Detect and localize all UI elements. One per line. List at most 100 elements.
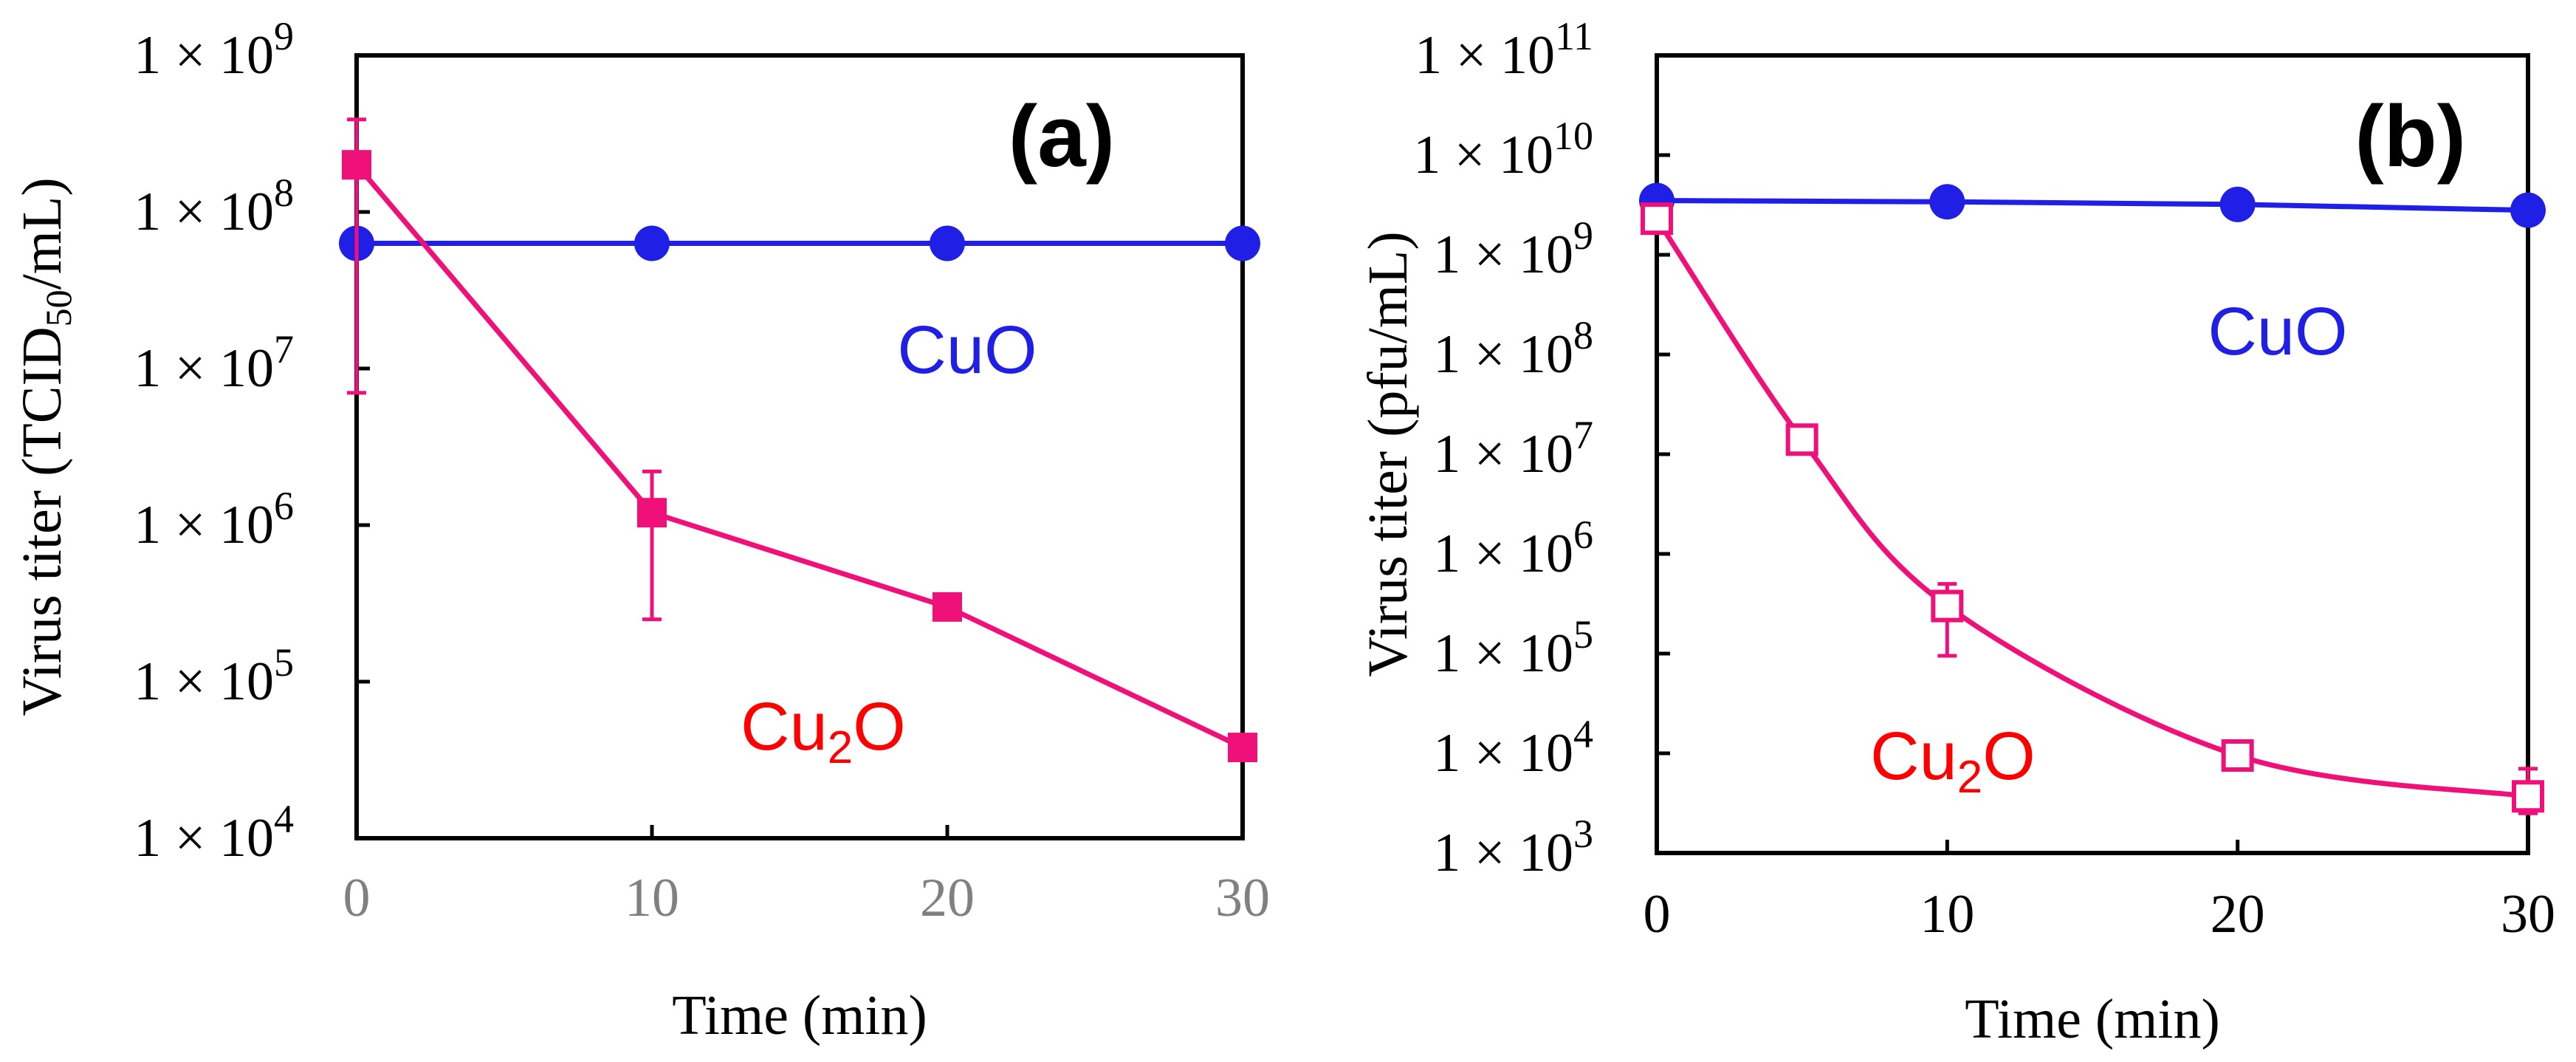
y-tick-label-base: 1 × 10	[1433, 424, 1573, 484]
panel-b-cu2o-label-sub: 2	[1957, 752, 1982, 803]
panel-a-label: (a)	[1009, 88, 1115, 185]
series-line-cu2o	[354, 162, 1244, 750]
x-tick-label: 0	[343, 868, 371, 928]
y-tick-label-base: 1 × 10	[1433, 623, 1573, 684]
panel-b-ylabel-main: Virus titer (pfu/mL)	[1357, 231, 1419, 676]
y-tick-label: 1 × 109	[134, 14, 294, 86]
panel-a-cuo-label-main: CuO	[897, 312, 1037, 388]
panel-a-series-label-cu2o: Cu2O	[741, 689, 906, 773]
y-tick-label-base: 1 × 10	[1433, 723, 1573, 784]
x-tick-label: 0	[1644, 884, 1671, 945]
y-tick-label-exponent: 9	[1573, 213, 1593, 258]
y-tick-label-exponent: 4	[1573, 712, 1593, 756]
panel-b-cuo-label-main: CuO	[2208, 294, 2347, 369]
data-point-cu2o	[2221, 739, 2254, 772]
data-point-cu2o	[1931, 589, 1964, 623]
y-tick-label-exponent: 3	[1573, 812, 1593, 856]
data-point-cuo	[2219, 186, 2256, 222]
data-point-cu2o	[1641, 202, 1673, 236]
y-tick-label-base: 1 × 10	[1433, 225, 1573, 285]
y-tick-label-base: 1 × 10	[1433, 324, 1573, 385]
data-point-cu2o	[2512, 780, 2544, 813]
panel-a-cu2o-label-sub: 2	[828, 722, 853, 773]
y-tick-label: 1 × 108	[134, 171, 294, 242]
y-tick-label-base: 1 × 10	[134, 182, 274, 242]
y-tick-label: 1 × 108	[1433, 313, 1593, 385]
data-point-cu2o	[1228, 733, 1257, 763]
y-tick-label: 1 × 107	[1433, 413, 1593, 484]
data-point-cuo	[2510, 192, 2546, 228]
panel-b-y-axis-title: Virus titer (pfu/mL)	[1357, 231, 1419, 676]
data-point-cuo	[1929, 184, 1965, 220]
y-tick-label-exponent: 8	[274, 171, 294, 215]
y-tick-label: 1 × 103	[1433, 812, 1593, 883]
panel-a-x-axis: 0 10 20 30	[343, 825, 1270, 928]
y-tick-label-exponent: 8	[1573, 313, 1593, 357]
data-point-cu2o	[932, 592, 962, 622]
y-tick-label-base: 1 × 10	[1415, 25, 1555, 86]
y-tick-label-base: 1 × 10	[134, 651, 274, 712]
panel-b-label: (b)	[2355, 88, 2466, 185]
panel-a-series	[339, 117, 1260, 763]
panel-b-x-axis: 0 10 20 30	[1644, 840, 2555, 945]
x-tick-label: 20	[920, 868, 975, 928]
y-tick-label: 1 × 104	[1433, 712, 1593, 784]
y-tick-label-exponent: 5	[1573, 612, 1593, 657]
y-tick-label-base: 1 × 10	[1413, 125, 1553, 185]
panel-b-series	[1639, 182, 2546, 815]
panel-a-ylabel-sub: 50	[38, 290, 79, 326]
y-tick-label-base: 1 × 10	[1433, 524, 1573, 584]
y-tick-label: 1 × 105	[134, 640, 294, 712]
y-tick-label: 1 × 106	[1433, 513, 1593, 584]
y-tick-label: 1 × 105	[1433, 612, 1593, 684]
y-tick-label-base: 1 × 10	[1433, 823, 1573, 883]
data-point-cuo	[1225, 225, 1260, 261]
y-tick-label: 1 × 1011	[1415, 14, 1593, 86]
data-point-cuo	[930, 225, 965, 261]
y-tick-label-exponent: 9	[274, 14, 294, 58]
y-tick-label: 1 × 104	[134, 797, 294, 869]
panel-b-cu2o-label-main: Cu	[1870, 719, 1957, 794]
y-tick-label-base: 1 × 10	[134, 808, 274, 869]
x-tick-label: 10	[625, 868, 679, 928]
y-tick-label-base: 1 × 10	[134, 338, 274, 399]
y-tick-label: 1 × 107	[134, 327, 294, 399]
y-tick-label-exponent: 6	[1573, 513, 1593, 557]
panel-b-x-axis-title: Time (min)	[1965, 988, 2220, 1050]
panel-a-ylabel-main: Virus titer (TCID	[11, 326, 73, 716]
x-tick-label: 20	[2211, 884, 2265, 945]
panel-b-series-label-cuo: CuO	[2208, 294, 2347, 369]
series-line-cu2o	[1655, 217, 2529, 799]
panel-a-series-label-cuo: CuO	[897, 312, 1037, 388]
data-point-cu2o	[342, 150, 371, 180]
data-point-cu2o	[637, 498, 667, 528]
y-tick-label: 1 × 109	[1433, 213, 1593, 285]
panel-a-cu2o-label-main: Cu	[741, 689, 828, 764]
y-tick-label-base: 1 × 10	[134, 25, 274, 86]
y-tick-label-exponent: 10	[1553, 114, 1593, 158]
panel-a-plot-frame	[354, 53, 1245, 840]
x-tick-label: 30	[1215, 868, 1270, 928]
y-tick-label-exponent: 7	[274, 327, 294, 371]
panel-a-cu2o-label-tail: O	[853, 689, 906, 764]
panel-b-cu2o-label-tail: O	[1982, 719, 2036, 794]
y-tick-label-base: 1 × 10	[134, 495, 274, 555]
y-tick-label-exponent: 4	[274, 797, 294, 841]
panel-a-x-axis-title: Time (min)	[672, 984, 927, 1046]
data-point-cuo	[634, 225, 670, 261]
y-tick-label-exponent: 5	[274, 640, 294, 685]
data-point-cu2o	[1785, 423, 1818, 456]
panel-b-series-label-cu2o: Cu2O	[1870, 719, 2036, 803]
y-tick-label: 1 × 106	[134, 484, 294, 555]
y-tick-label-exponent: 7	[1573, 413, 1593, 457]
x-tick-label: 30	[2501, 884, 2555, 945]
panel-a-y-axis-title: Virus titer (TCID50/mL)	[11, 177, 79, 716]
y-tick-label: 1 × 1010	[1413, 114, 1593, 185]
y-tick-label-exponent: 11	[1555, 14, 1593, 58]
series-line-cuo	[1656, 198, 2529, 213]
